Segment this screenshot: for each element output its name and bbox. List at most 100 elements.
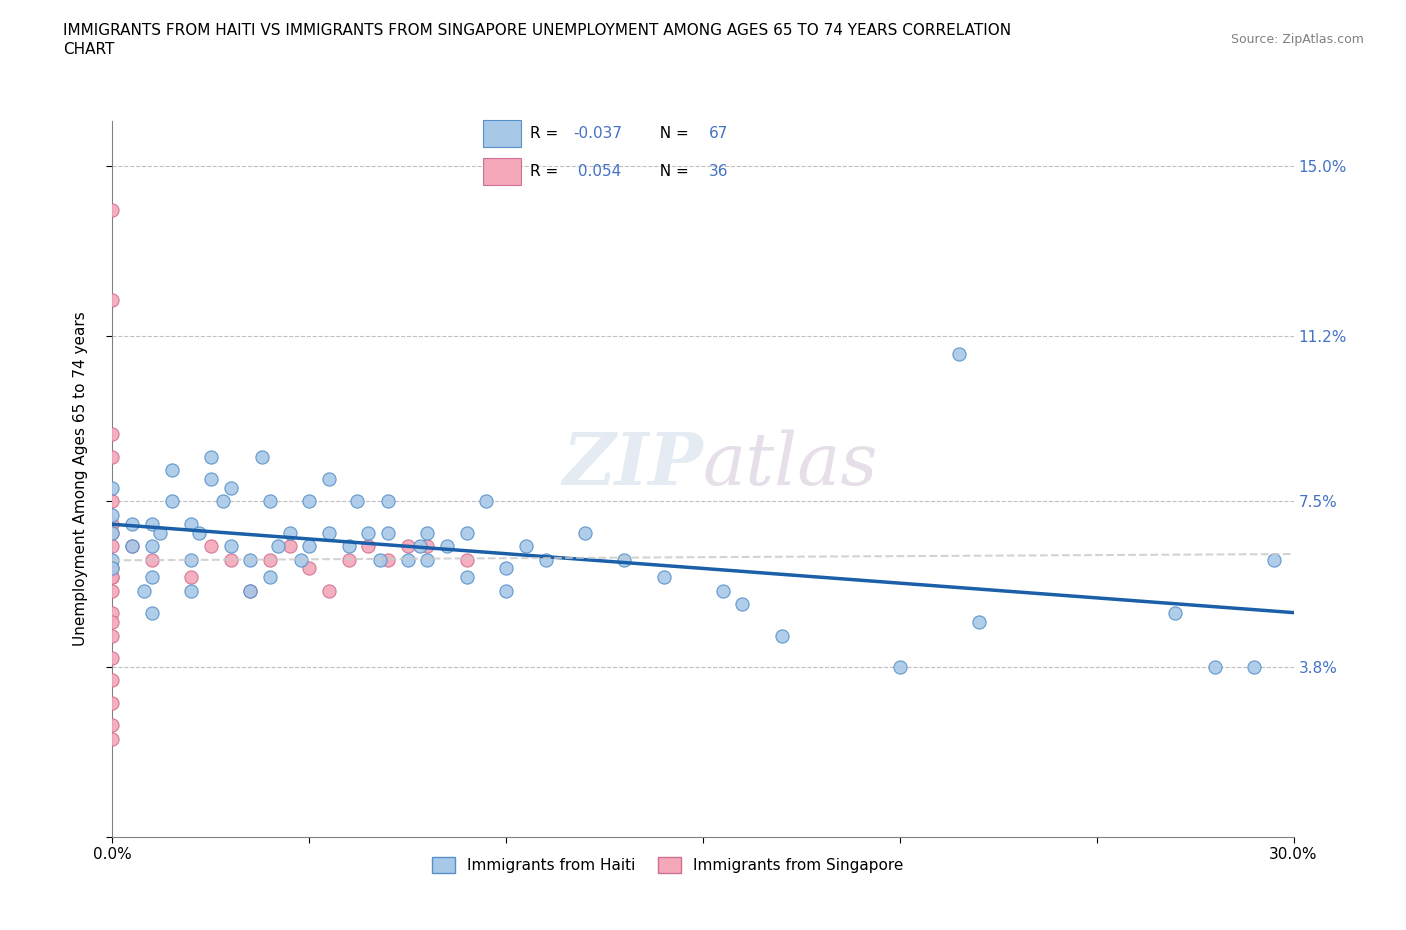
Point [180,552,202,567]
FancyBboxPatch shape [484,120,520,147]
Point [396,552,419,567]
Point [318,525,340,540]
Point [534,552,557,567]
Point [377,525,399,540]
Point [101,525,124,540]
Point [259,552,281,567]
Point [188,525,211,540]
Point [377,552,399,567]
Point [396,538,419,553]
Point [1243,659,1265,674]
Point [101,516,124,531]
Point [416,525,439,540]
Point [200,472,222,486]
Point [408,538,430,553]
Point [160,494,183,509]
Point [101,718,124,733]
Point [416,538,439,553]
Point [948,346,970,361]
Point [967,615,990,630]
Point [515,538,537,553]
Point [250,449,273,464]
Point [357,525,380,540]
Point [368,552,391,567]
Point [770,628,793,643]
Point [574,525,596,540]
Point [101,449,124,464]
Point [141,552,163,567]
Point [200,538,222,553]
Point [219,538,242,553]
Point [298,494,321,509]
Point [711,583,734,598]
Point [101,673,124,688]
Point [278,525,301,540]
Point [101,494,124,509]
Point [180,516,202,531]
Point [132,583,155,598]
Legend: Immigrants from Haiti, Immigrants from Singapore: Immigrants from Haiti, Immigrants from S… [426,851,910,880]
Point [456,525,478,540]
Point [101,615,124,630]
Point [101,538,124,553]
Point [1263,552,1285,567]
Point [889,659,911,674]
Point [141,605,163,620]
Point [652,570,675,585]
Point [101,570,124,585]
Text: 36: 36 [709,165,728,179]
Point [101,552,124,567]
Point [239,583,262,598]
Point [101,651,124,666]
Point [141,516,163,531]
Text: Source: ZipAtlas.com: Source: ZipAtlas.com [1230,33,1364,46]
Point [298,538,321,553]
Point [337,538,360,553]
Point [1204,659,1226,674]
Text: -0.037: -0.037 [574,126,621,140]
Point [101,561,124,576]
Point [259,570,281,585]
Text: R =: R = [530,165,562,179]
Text: N =: N = [651,165,695,179]
Point [101,481,124,496]
Point [101,203,124,218]
Point [613,552,636,567]
Point [731,597,754,612]
Text: N =: N = [651,126,695,140]
Point [101,731,124,746]
Point [475,494,498,509]
Point [101,570,124,585]
Point [121,538,143,553]
Point [101,628,124,643]
Point [239,583,262,598]
FancyBboxPatch shape [484,158,520,185]
Point [290,552,312,567]
Point [180,583,202,598]
Point [456,552,478,567]
Point [495,561,517,576]
Point [101,508,124,523]
Point [219,481,242,496]
Point [101,561,124,576]
Point [278,538,301,553]
Point [121,516,143,531]
Point [259,494,281,509]
Point [436,538,458,553]
Point [239,552,262,567]
Text: R =: R = [530,126,562,140]
Point [346,494,368,509]
Point [416,552,439,567]
Point [149,525,172,540]
Point [318,472,340,486]
Point [101,525,124,540]
Y-axis label: Unemployment Among Ages 65 to 74 years: Unemployment Among Ages 65 to 74 years [73,312,89,646]
Point [141,538,163,553]
Text: IMMIGRANTS FROM HAITI VS IMMIGRANTS FROM SINGAPORE UNEMPLOYMENT AMONG AGES 65 TO: IMMIGRANTS FROM HAITI VS IMMIGRANTS FROM… [63,23,1011,38]
Point [101,583,124,598]
Text: 0.054: 0.054 [574,165,621,179]
Point [318,583,340,598]
Point [160,462,183,477]
Point [1164,605,1187,620]
Point [141,570,163,585]
